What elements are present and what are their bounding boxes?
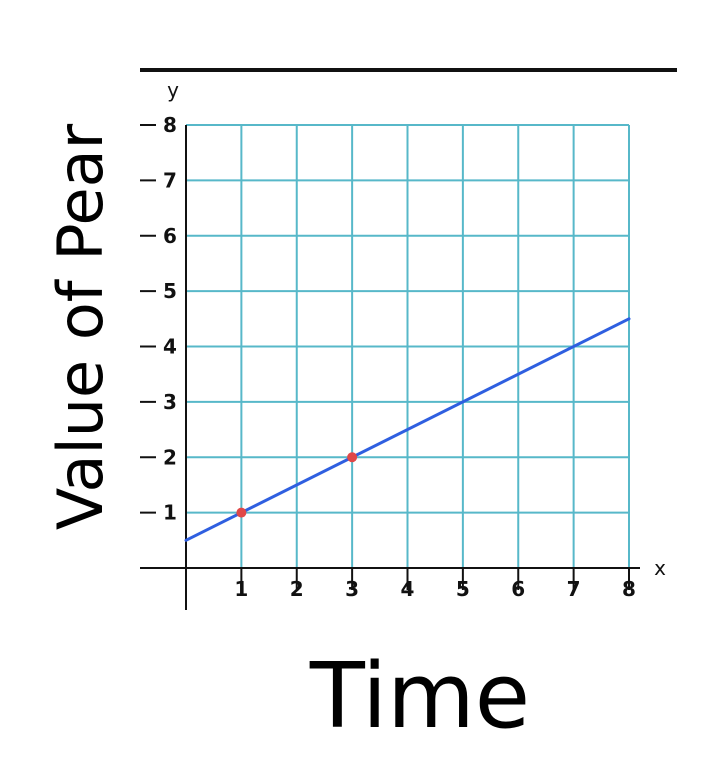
tick-labels: 1 2 3 4 5 6 7 8 1 2 3 4 5 6 7 8: [163, 113, 636, 601]
x-tick-label: 7: [567, 577, 581, 601]
y-tick-label: 7: [163, 168, 177, 192]
y-tick-label: 3: [163, 390, 177, 414]
axes: [140, 124, 640, 610]
x-tick-label: 4: [401, 577, 415, 601]
x-tick-label: 6: [511, 577, 525, 601]
y-axis-letter: y: [167, 78, 179, 102]
data-point: [347, 452, 358, 463]
x-axis-label: Time: [309, 644, 530, 749]
y-tick-label: 5: [163, 279, 177, 303]
x-tick-label: 3: [345, 577, 359, 601]
y-tick-label: 2: [163, 445, 177, 469]
x-tick-label: 2: [290, 577, 304, 601]
y-tick-label: 6: [163, 224, 177, 248]
series-line: [184, 317, 631, 542]
plot-area: [184, 317, 631, 542]
x-tick-label: 5: [456, 577, 470, 601]
x-tick-label: 1: [234, 577, 248, 601]
data-point: [236, 507, 247, 518]
x-tick-label: 8: [622, 577, 636, 601]
y-tick-label: 8: [163, 113, 177, 137]
y-tick-label: 1: [163, 501, 177, 525]
y-tick-label: 4: [163, 335, 177, 359]
grid: [186, 124, 630, 568]
y-axis-label: Value of Pear: [44, 123, 117, 530]
x-axis-letter: x: [654, 556, 666, 580]
